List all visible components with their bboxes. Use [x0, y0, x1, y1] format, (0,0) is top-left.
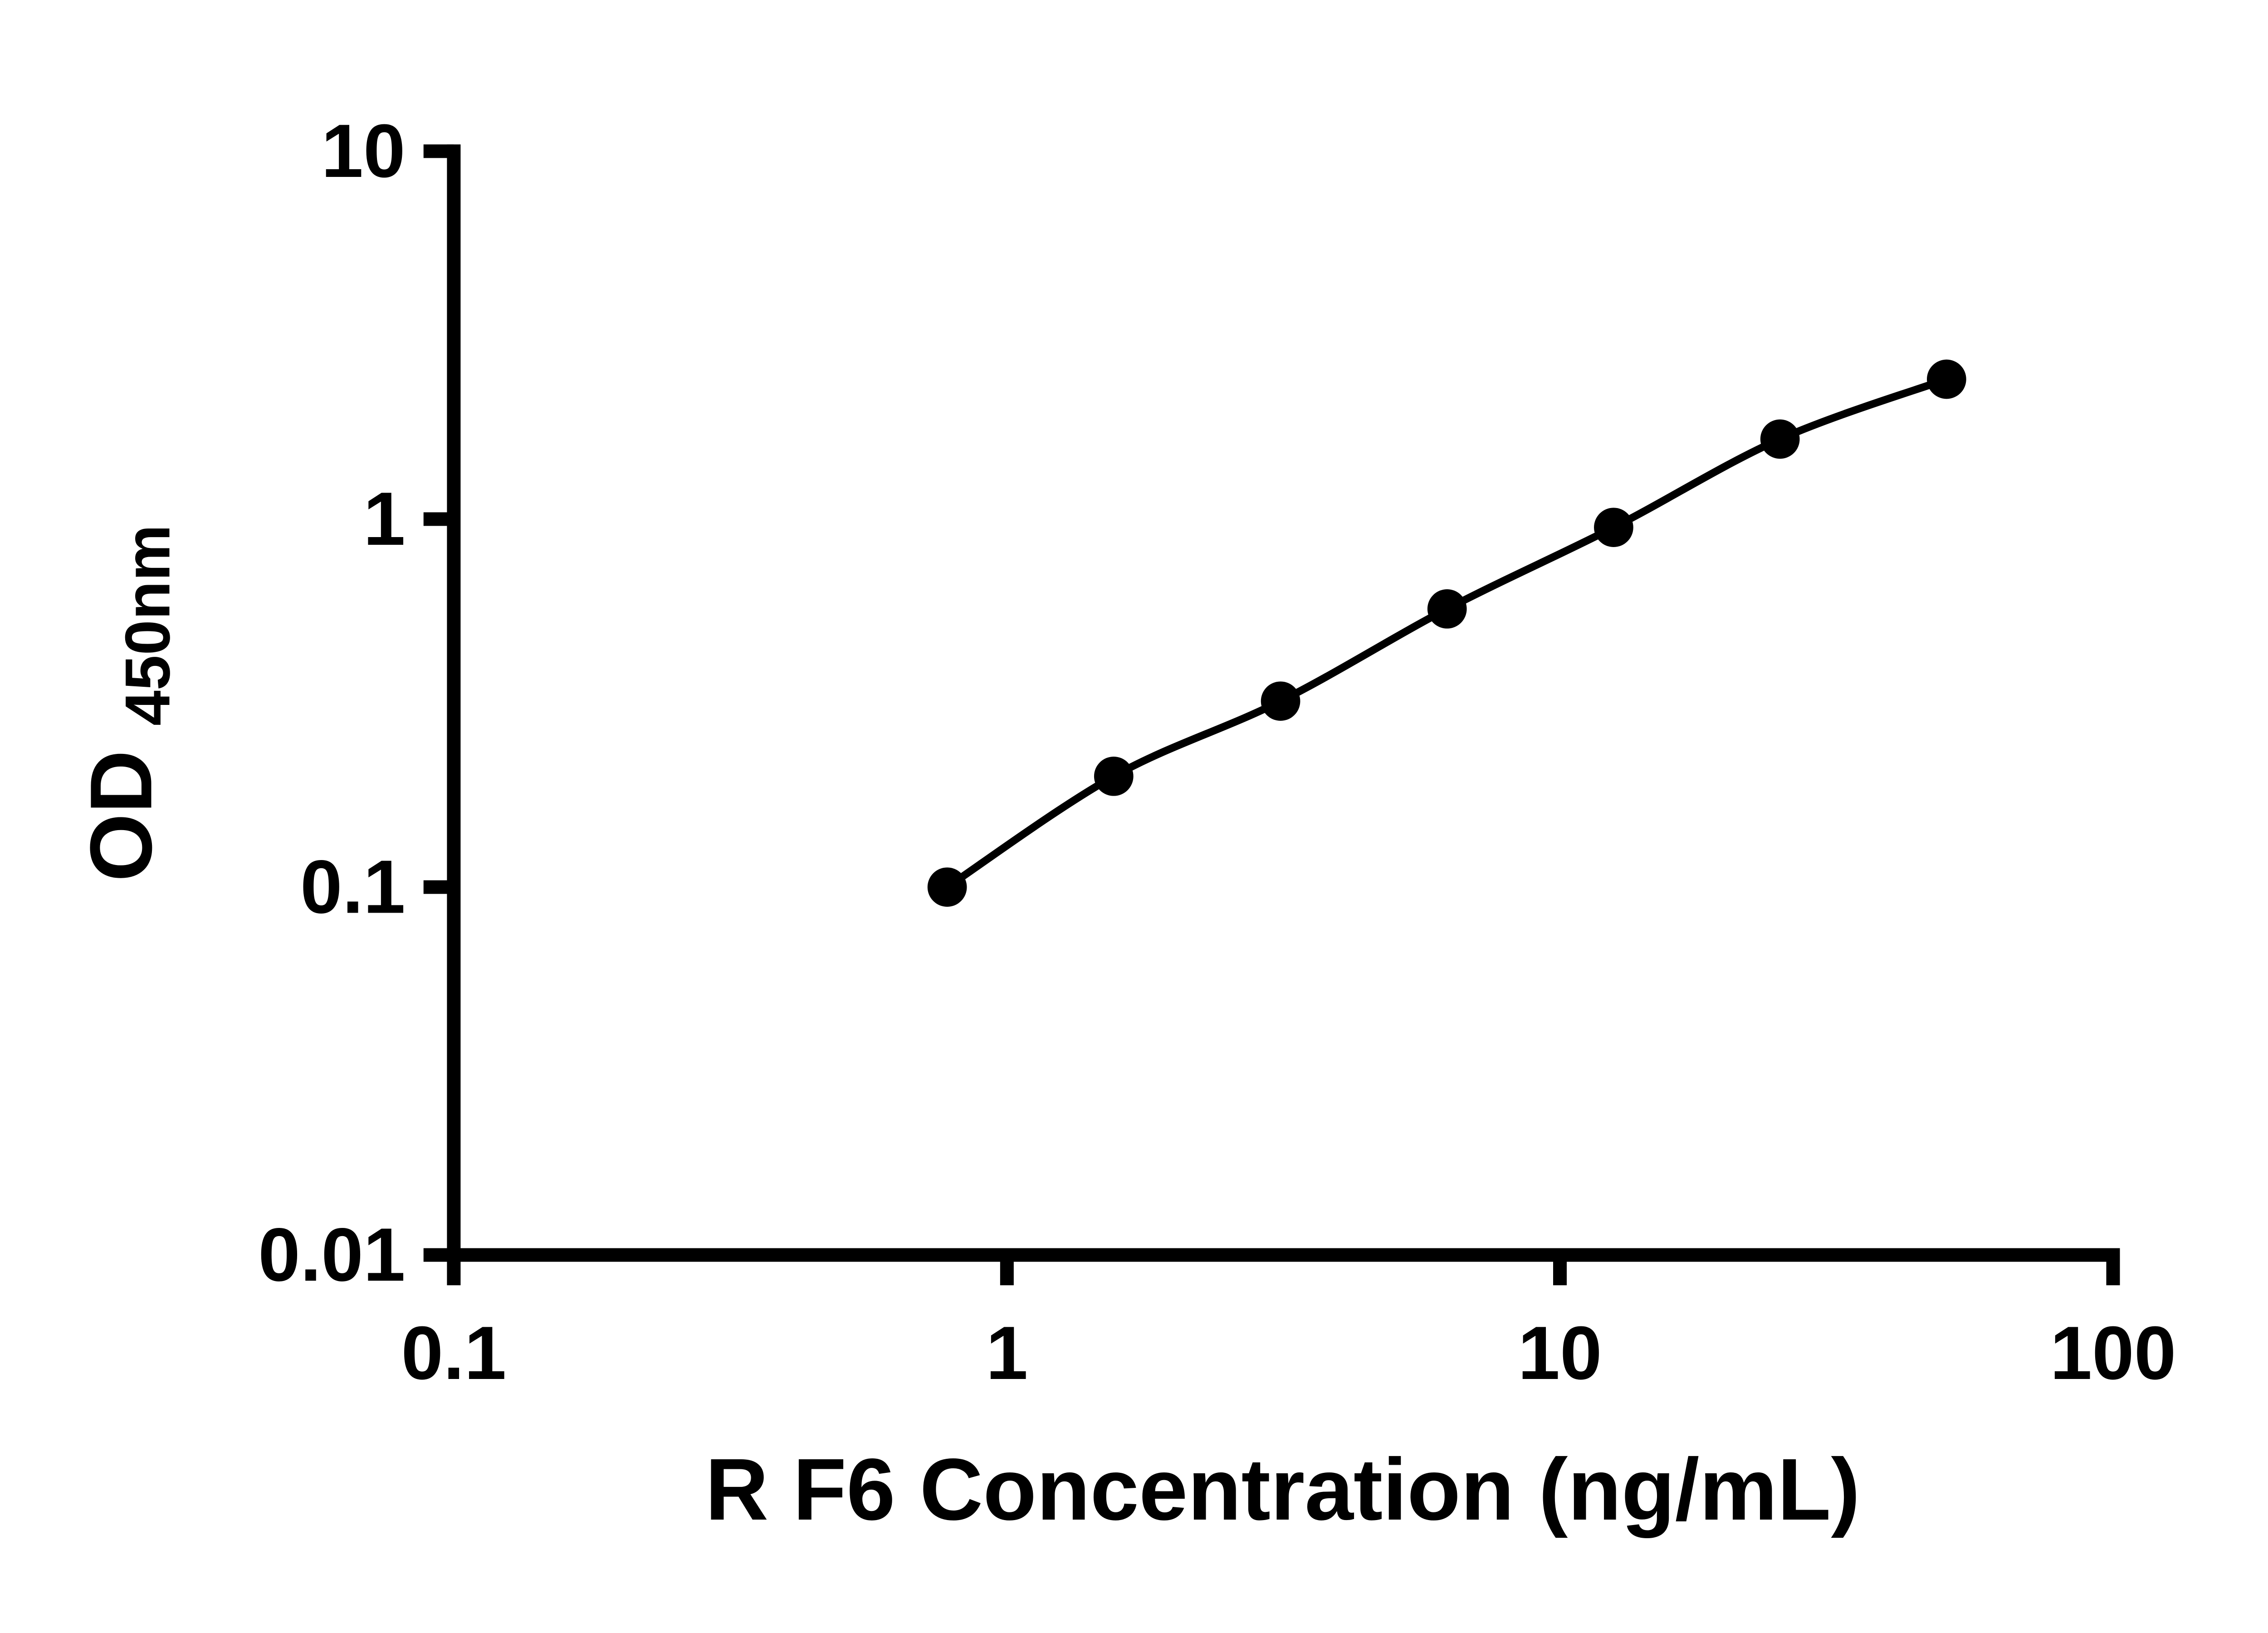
data-point — [1261, 681, 1300, 721]
data-series-layer — [927, 359, 1966, 907]
tick-labels-layer: 0.01 0.1 1 10 0.1 1 10 100 — [258, 109, 2176, 1395]
ticks-layer — [423, 144, 2120, 1286]
axes-layer — [447, 144, 2120, 1262]
data-point — [1926, 359, 1966, 399]
x-tick-label: 100 — [2050, 1311, 2176, 1395]
y-tick-label: 0.01 — [258, 1213, 406, 1297]
data-point — [1594, 508, 1633, 547]
y-axis-label: OD 450nm — [72, 524, 183, 881]
x-axis-label: R F6 Concentration (ng/mL) — [705, 1440, 1860, 1538]
data-point — [1427, 589, 1467, 629]
data-point — [1094, 757, 1134, 796]
x-tick-label: 1 — [986, 1311, 1028, 1395]
y-tick-label: 0.1 — [300, 845, 406, 929]
y-tick-label: 10 — [321, 109, 405, 193]
y-axis-label-subscript: 450nm — [112, 524, 183, 726]
standard-curve-line — [945, 376, 1948, 890]
x-tick-label: 0.1 — [401, 1311, 507, 1395]
x-tick-label: 10 — [1518, 1311, 1602, 1395]
y-axis-label-main: OD — [72, 750, 170, 882]
y-tick-label: 1 — [363, 477, 406, 561]
data-point — [1760, 419, 1800, 459]
data-point — [927, 867, 967, 907]
axes — [447, 144, 2120, 1262]
